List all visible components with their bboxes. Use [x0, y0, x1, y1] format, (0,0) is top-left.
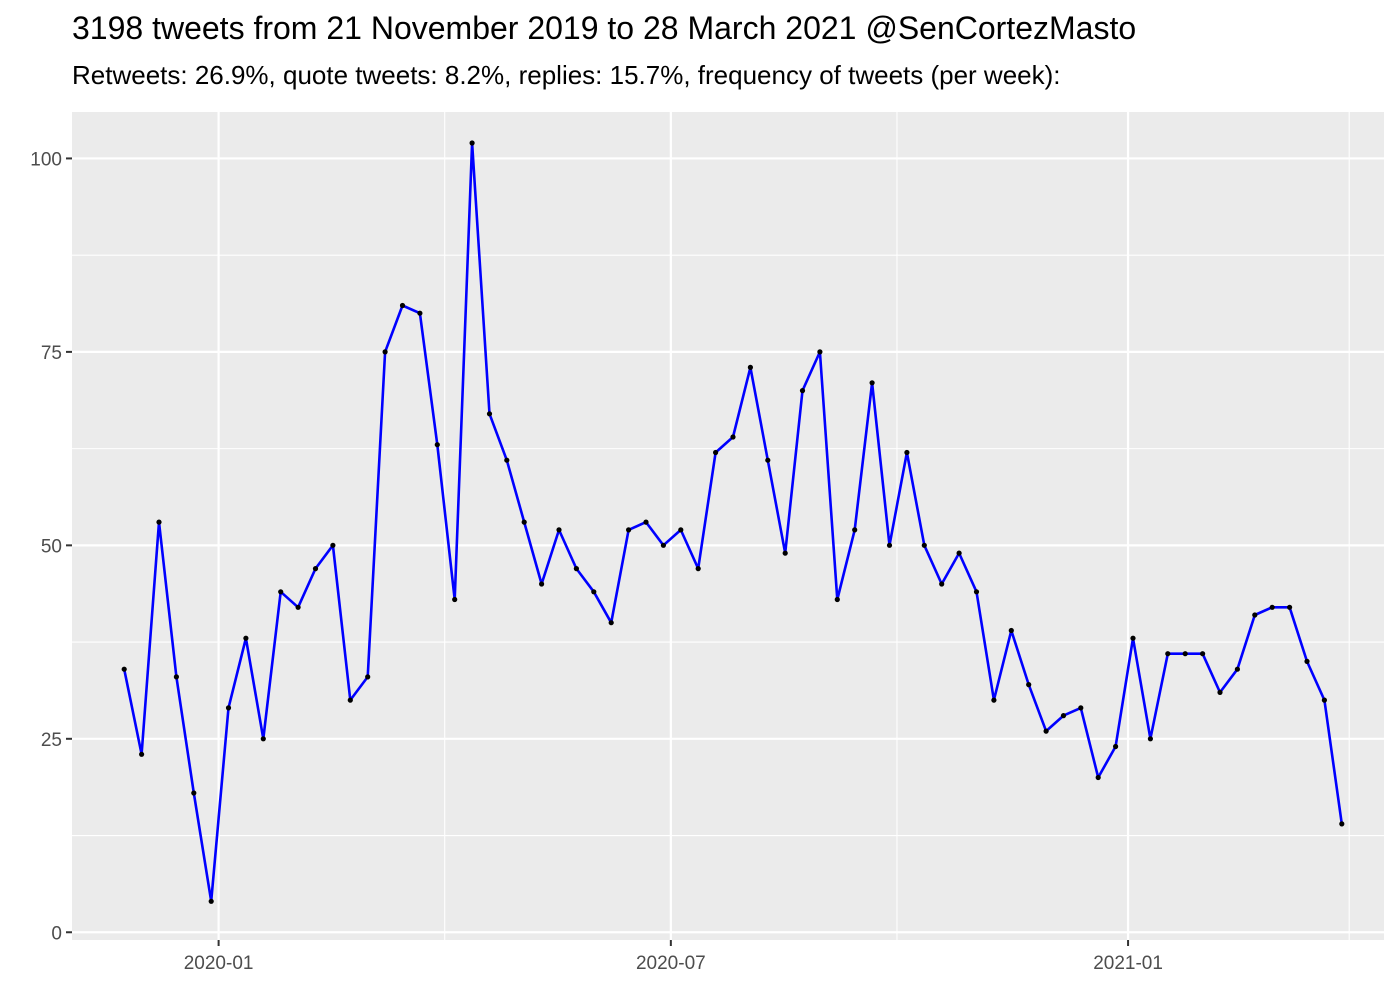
major-gridlines	[72, 112, 1384, 940]
data-point	[921, 542, 927, 548]
y-tick-label: 0	[51, 923, 62, 944]
data-point	[1217, 689, 1223, 696]
data-point	[539, 581, 545, 587]
x-tick-label: 2020-07	[636, 953, 706, 974]
data-point	[556, 527, 562, 533]
data-point	[417, 310, 423, 316]
chart-subtitle: Retweets: 26.9%, quote tweets: 8.2%, rep…	[72, 60, 1061, 90]
data-point	[1113, 743, 1119, 750]
data-point	[382, 349, 388, 355]
data-point	[573, 566, 580, 572]
y-tick-label: 100	[30, 149, 62, 170]
data-point	[1234, 666, 1240, 672]
data-point	[278, 589, 284, 595]
data-point	[1269, 604, 1275, 610]
data-point	[312, 566, 319, 572]
data-point	[765, 457, 771, 463]
data-point	[834, 596, 840, 603]
data-point	[1078, 705, 1084, 711]
data-point	[1182, 651, 1188, 657]
data-point	[730, 434, 736, 440]
data-point	[452, 596, 458, 603]
data-point	[1147, 736, 1153, 742]
data-point	[1095, 774, 1101, 781]
data-point	[973, 589, 980, 595]
data-point	[347, 697, 353, 703]
data-point	[608, 620, 614, 626]
data-point	[1252, 612, 1258, 618]
data-point	[1130, 635, 1136, 641]
data-point	[591, 589, 597, 595]
y-tick-label: 75	[41, 343, 62, 364]
data-point	[173, 674, 179, 680]
data-point	[208, 898, 214, 904]
data-point	[1008, 627, 1014, 634]
x-tick-label: 2020-01	[184, 953, 254, 974]
data-point	[225, 705, 232, 711]
data-point	[330, 542, 336, 548]
data-point	[886, 542, 893, 548]
data-point	[956, 550, 962, 556]
data-point	[799, 388, 806, 394]
data-point	[121, 666, 127, 672]
data-point	[260, 736, 266, 742]
data-point	[626, 527, 632, 533]
chart-title: 3198 tweets from 21 November 2019 to 28 …	[72, 10, 1137, 46]
data-point	[1200, 651, 1206, 657]
data-point	[678, 527, 684, 533]
data-point	[486, 411, 493, 417]
data-point	[295, 604, 301, 610]
data-point	[504, 457, 510, 463]
plot-panel	[72, 112, 1384, 940]
x-tick-label: 2021-01	[1093, 953, 1163, 974]
data-point	[243, 635, 249, 641]
data-point	[660, 542, 667, 548]
data-point	[1026, 682, 1032, 688]
data-point	[991, 697, 997, 703]
data-point	[747, 364, 754, 370]
data-point	[904, 449, 910, 456]
data-point	[782, 550, 788, 556]
data-point	[1060, 713, 1067, 719]
data-point	[852, 527, 858, 533]
data-point	[469, 140, 475, 146]
axes: 0 25 50 75 100 2020-01 2020-07 2021-01	[30, 149, 1163, 974]
points-layer	[121, 140, 1345, 904]
data-point	[1339, 821, 1345, 827]
data-point	[1321, 697, 1327, 703]
data-point	[1165, 651, 1171, 657]
data-point	[399, 302, 406, 309]
data-point	[1043, 728, 1049, 734]
data-point	[139, 751, 145, 757]
data-point	[817, 349, 823, 355]
data-point	[1304, 658, 1310, 665]
y-tick-label: 25	[41, 730, 62, 751]
data-point	[156, 519, 162, 525]
data-point	[643, 519, 649, 525]
data-point	[434, 442, 440, 448]
minor-gridlines	[72, 112, 1384, 940]
data-point	[939, 581, 945, 587]
data-point	[869, 380, 875, 386]
y-tick-label: 50	[41, 536, 62, 557]
data-point	[695, 566, 701, 572]
data-point	[1287, 604, 1293, 610]
data-point	[365, 674, 371, 680]
data-point	[521, 519, 527, 525]
data-point	[713, 449, 719, 456]
data-point	[191, 790, 197, 796]
